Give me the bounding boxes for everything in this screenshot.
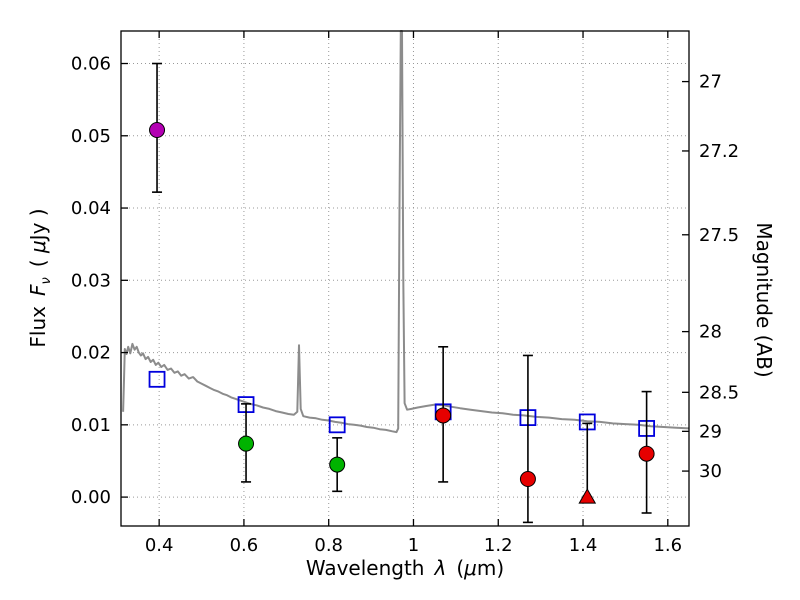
upper-limit-triangle bbox=[578, 488, 597, 504]
x-axis-unit: (μm) bbox=[456, 556, 505, 580]
y-left-tick-label: 0.02 bbox=[71, 343, 111, 364]
model-photometry bbox=[148, 370, 656, 437]
y-left-tick-label: 0.05 bbox=[71, 126, 111, 147]
data-point-circle bbox=[435, 407, 452, 424]
x-tick-label: 0.6 bbox=[230, 535, 259, 556]
y-left-tick-label: 0.00 bbox=[71, 487, 111, 508]
x-tick-label: 1.4 bbox=[569, 535, 598, 556]
y-right-tick-label: 29 bbox=[699, 421, 722, 442]
tick-labels: 0.4 0.6 0.8 1 1.2 1.4 1.6 0.00 0.01 0.02 0.03 0.04 0… bbox=[71, 54, 739, 556]
nu-subscript: ν bbox=[39, 277, 54, 285]
model-photometry-square bbox=[328, 416, 346, 434]
lambda-symbol: λ bbox=[434, 556, 447, 580]
data-point-circle bbox=[638, 445, 655, 462]
y-left-tick-label: 0.04 bbox=[71, 198, 111, 219]
y-axis-label-right: Magnitude (AB) bbox=[752, 222, 776, 378]
y-right-tick-label: 28 bbox=[699, 322, 722, 343]
x-tick-label: 1.2 bbox=[484, 535, 513, 556]
data-point-circle bbox=[238, 435, 255, 452]
data-point-circle bbox=[519, 471, 536, 488]
mu-symbol: μ bbox=[464, 556, 477, 580]
y-right-tick-label: 30 bbox=[699, 461, 722, 482]
y-left-tick-label: 0.06 bbox=[71, 54, 111, 75]
x-axis-label: Wavelength λ (μm) bbox=[306, 556, 504, 580]
model-spectrum bbox=[122, 30, 690, 434]
y-axis-label-text: Flux bbox=[26, 306, 50, 348]
plot-frame bbox=[120, 30, 690, 527]
x-tick-label: 1 bbox=[408, 535, 419, 556]
y-left-tick-label: 0.03 bbox=[71, 270, 111, 291]
y-axis-unit: ( μJy ) bbox=[26, 208, 50, 268]
y-axis-label-left: Flux Fν ( μJy ) bbox=[26, 208, 54, 347]
observed-markers bbox=[149, 122, 655, 504]
y-right-tick-label: 27.2 bbox=[699, 141, 739, 162]
y-left-tick-label: 0.01 bbox=[71, 415, 111, 436]
mu-symbol: μ bbox=[26, 240, 50, 254]
y-right-tick-label: 28.5 bbox=[699, 382, 739, 403]
flux-symbol: F bbox=[26, 284, 50, 297]
y-right-tick-label: 27 bbox=[699, 72, 722, 93]
y-right-tick-label: 27.5 bbox=[699, 225, 739, 246]
data-point-circle bbox=[149, 122, 166, 138]
x-axis-label-text: Wavelength bbox=[305, 556, 425, 580]
x-tick-label: 0.4 bbox=[145, 535, 174, 556]
tick-marks bbox=[121, 31, 689, 526]
x-tick-label: 0.8 bbox=[314, 535, 343, 556]
grid-lines bbox=[121, 31, 689, 526]
x-tick-label: 1.6 bbox=[653, 535, 682, 556]
data-point-circle bbox=[329, 456, 346, 473]
model-photometry-square bbox=[148, 370, 166, 388]
